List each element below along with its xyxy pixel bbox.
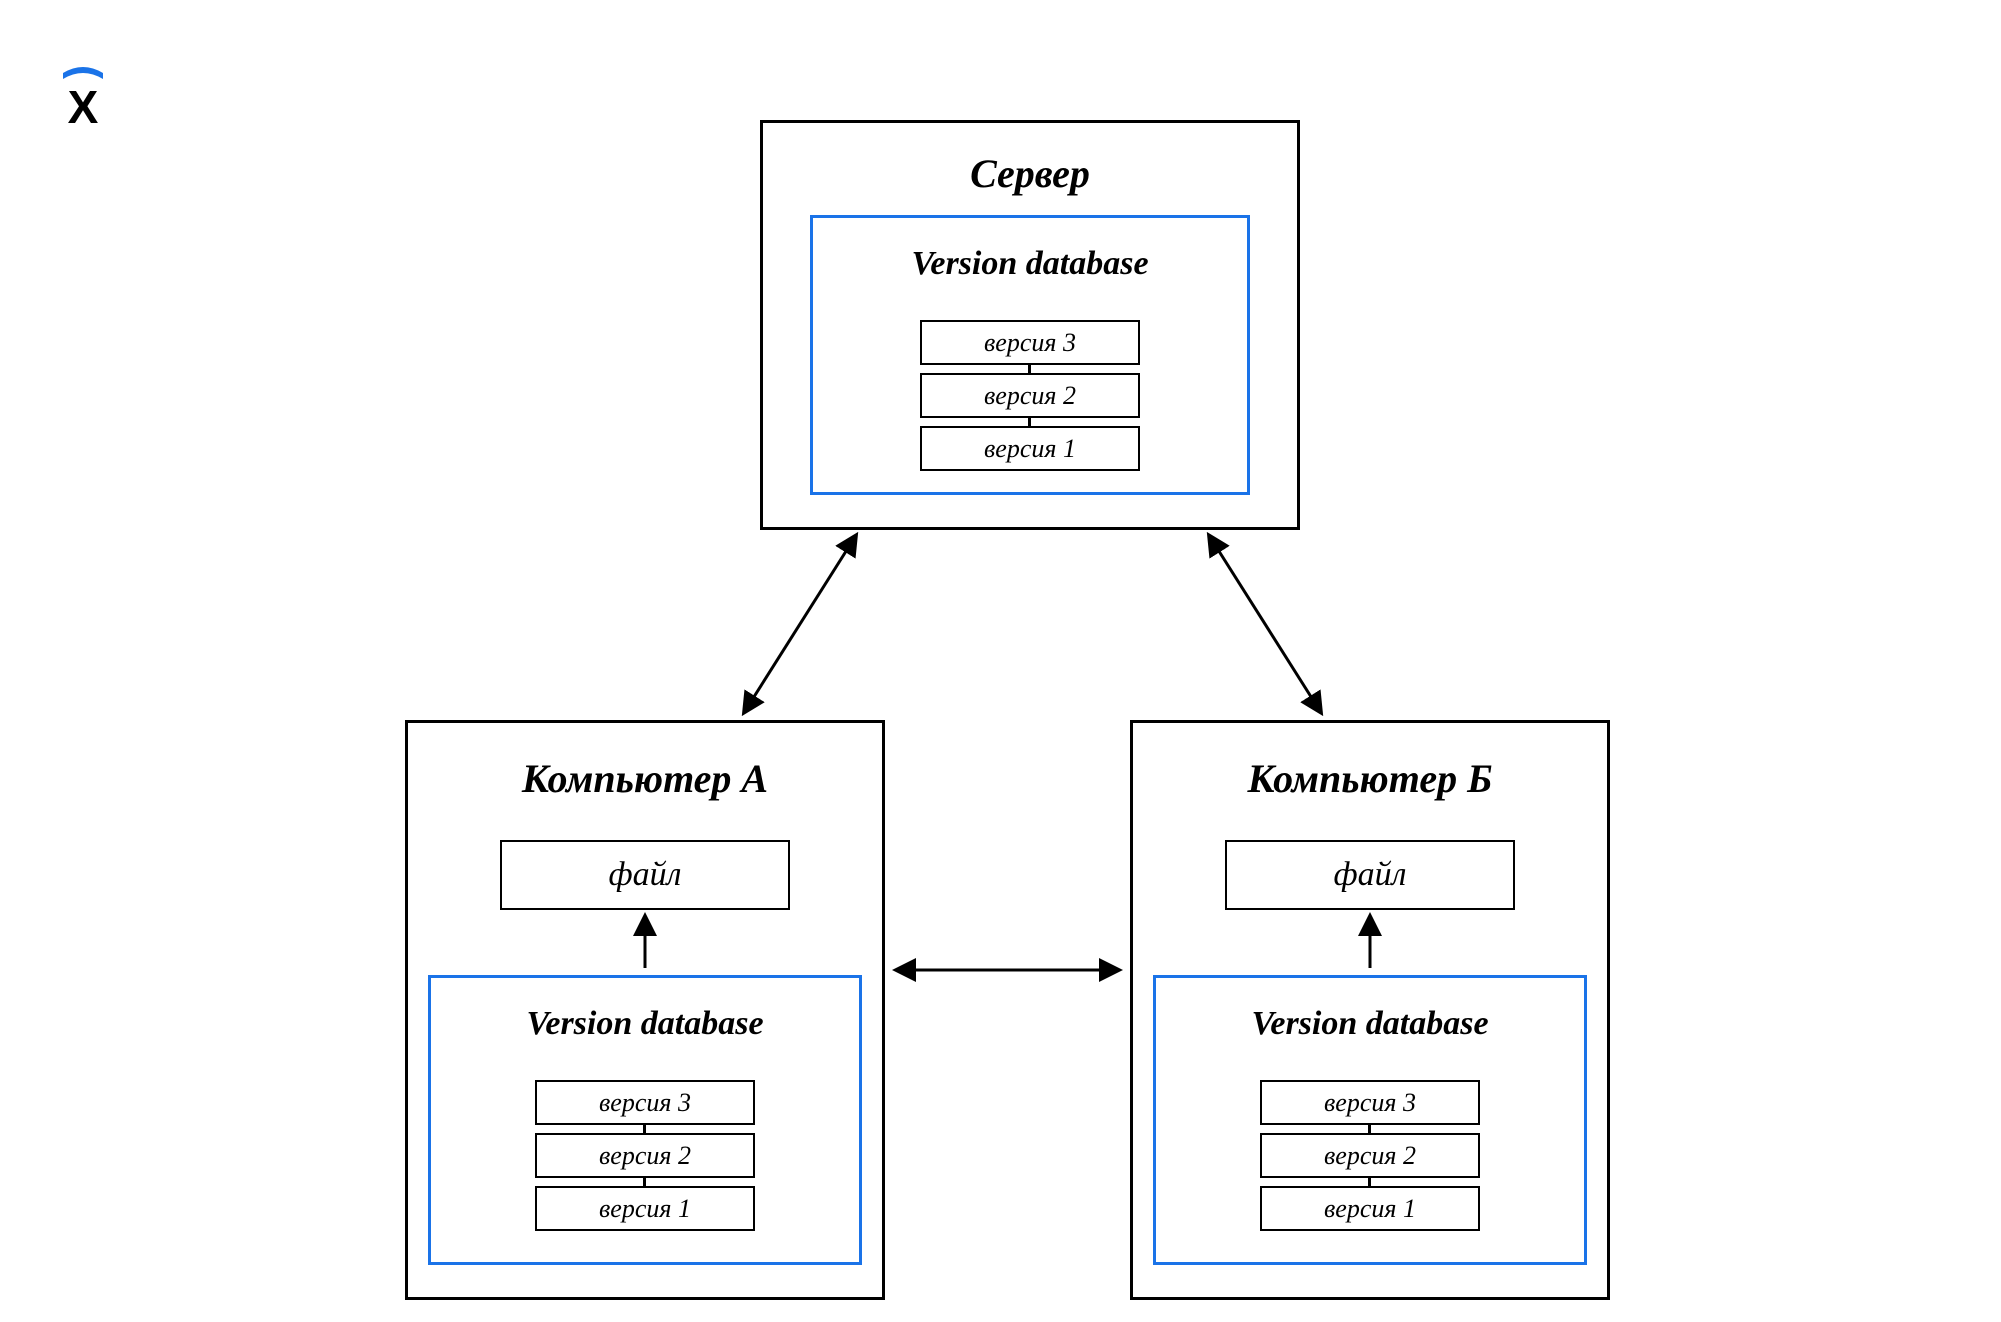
computer-b-version-3: версия 3 <box>1260 1080 1480 1125</box>
computer-b-version-1-label: версия 1 <box>1324 1194 1416 1224</box>
server-version-3-label: версия 3 <box>984 328 1076 358</box>
server-version-1-label: версия 1 <box>984 434 1076 464</box>
arrow-server-b <box>1210 537 1320 711</box>
computer-b-version-2-label: версия 2 <box>1324 1141 1416 1171</box>
computer-a-version-3: версия 3 <box>535 1080 755 1125</box>
computer-a-title: Компьютер А <box>405 755 885 802</box>
server-version-1: версия 1 <box>920 426 1140 471</box>
server-version-3: версия 3 <box>920 320 1140 365</box>
server-title: Сервер <box>760 150 1300 197</box>
computer-b-file-label: файл <box>1334 856 1407 894</box>
server-version-2: версия 2 <box>920 373 1140 418</box>
computer-a-version-1-label: версия 1 <box>599 1194 691 1224</box>
arrow-server-a <box>745 537 855 711</box>
server-db-title: Version database <box>810 245 1250 283</box>
computer-b-title: Компьютер Б <box>1130 755 1610 802</box>
computer-a-db-title: Version database <box>428 1005 862 1043</box>
computer-b-version-3-label: версия 3 <box>1324 1088 1416 1118</box>
computer-b-version-2: версия 2 <box>1260 1133 1480 1178</box>
computer-a-version-1: версия 1 <box>535 1186 755 1231</box>
computer-b-version-1: версия 1 <box>1260 1186 1480 1231</box>
computer-a-version-2-label: версия 2 <box>599 1141 691 1171</box>
svg-text:X: X <box>68 81 99 133</box>
server-version-2-label: версия 2 <box>984 381 1076 411</box>
computer-a-version-3-label: версия 3 <box>599 1088 691 1118</box>
logo-icon: X <box>55 65 111 135</box>
computer-a-version-2: версия 2 <box>535 1133 755 1178</box>
computer-b-file: файл <box>1225 840 1515 910</box>
computer-a-file: файл <box>500 840 790 910</box>
computer-b-db-title: Version database <box>1153 1005 1587 1043</box>
computer-a-file-label: файл <box>609 856 682 894</box>
diagram-canvas: X Сервер Version database версия 3 верси… <box>0 0 2001 1322</box>
